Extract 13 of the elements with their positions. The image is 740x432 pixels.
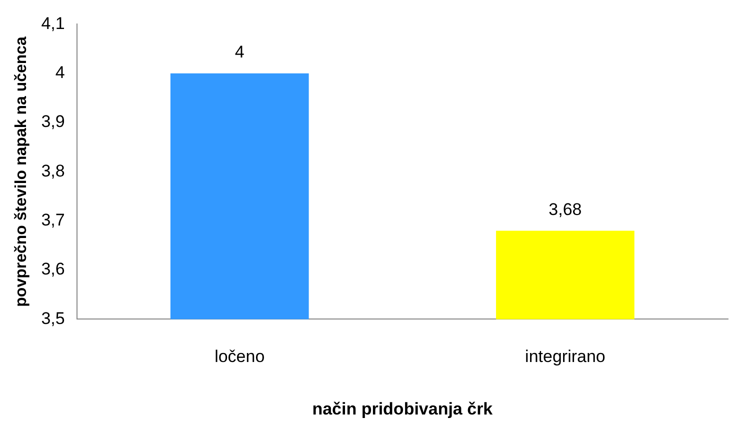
data-label: 3,68 [548,200,582,219]
y-tick-label: 3,7 [41,210,65,230]
y-tick-label: 4,1 [41,14,65,33]
y-tick-label: 3,6 [41,260,65,279]
y-tick-label: 4 [55,63,65,82]
x-axis-title: način pridobivanja črk [312,399,494,418]
data-label: 4 [234,42,244,62]
y-tick-label: 3,5 [41,308,65,328]
y-axis-title: povprečno število napak na učenca [13,36,30,307]
y-tick-label: 3,9 [41,112,65,132]
x-tick-label: integrirano [525,347,606,366]
y-tick-label: 3,8 [41,161,65,180]
x-tick-label: ločeno [214,347,265,366]
